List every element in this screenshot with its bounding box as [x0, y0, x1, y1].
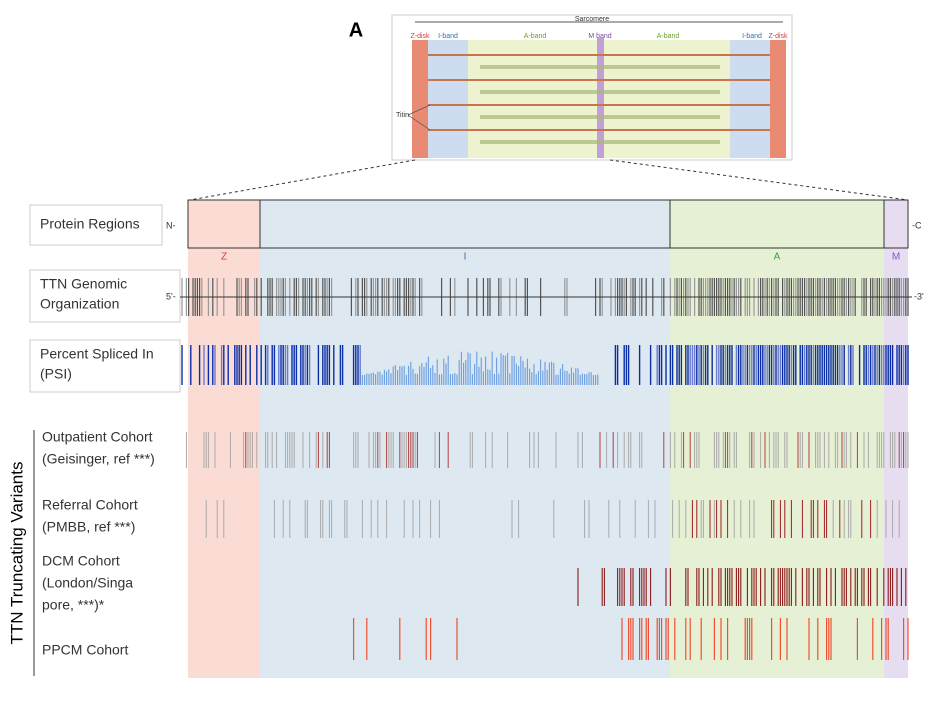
label-box [29, 204, 163, 246]
titin-label: Titin [396, 112, 409, 119]
region-label: Z [221, 252, 227, 263]
cohort-label: pore, ***)* [42, 597, 105, 613]
region-label: M [892, 252, 900, 263]
cohort-label: Referral Cohort [42, 497, 138, 513]
cohort-label: (London/Singa [42, 575, 133, 591]
i-band-label: I-band [438, 33, 458, 40]
five-prime: 5'- [166, 291, 176, 301]
m-band-label: M band [588, 33, 611, 40]
z-disk-label: Z-disk [768, 33, 788, 40]
psi-label: Percent Spliced In [40, 346, 154, 362]
cohort-label: PPCM Cohort [42, 642, 128, 658]
a-band-label: A-band [657, 33, 680, 40]
a-band-label: A-band [524, 33, 547, 40]
genomic-label: Organization [40, 296, 119, 312]
label-box [29, 339, 181, 393]
region-label: I [464, 252, 467, 263]
label-box [29, 269, 181, 323]
psi-label: (PSI) [40, 366, 72, 382]
zoom-line [189, 159, 416, 201]
region-backgrounds [187, 199, 909, 678]
genomic-label: TTN Genomic [40, 276, 127, 292]
cohort-label: (Geisinger, ref ***) [42, 451, 155, 467]
cohort-label: DCM Cohort [42, 553, 120, 569]
z-disk-label: Z-disk [410, 33, 430, 40]
c-term: -C [912, 220, 922, 230]
i-band-label: I-band [742, 33, 762, 40]
cohort-label: Outpatient Cohort [42, 429, 153, 445]
three-prime: -3' [914, 291, 924, 301]
protein-regions-label: Protein Regions [40, 216, 140, 232]
zoom-line [609, 159, 909, 201]
panel-label: A [349, 19, 363, 41]
n-term: N- [166, 220, 176, 230]
cohort-label: (PMBB, ref ***) [42, 519, 135, 535]
region-label: A [774, 252, 781, 263]
sarcomere-title: Sarcomere [575, 16, 609, 23]
sarcomere-image: Sarcomere Z-disk I-band A-band M band A-… [391, 14, 793, 161]
group-label: TTN Truncating Variants [7, 462, 26, 645]
